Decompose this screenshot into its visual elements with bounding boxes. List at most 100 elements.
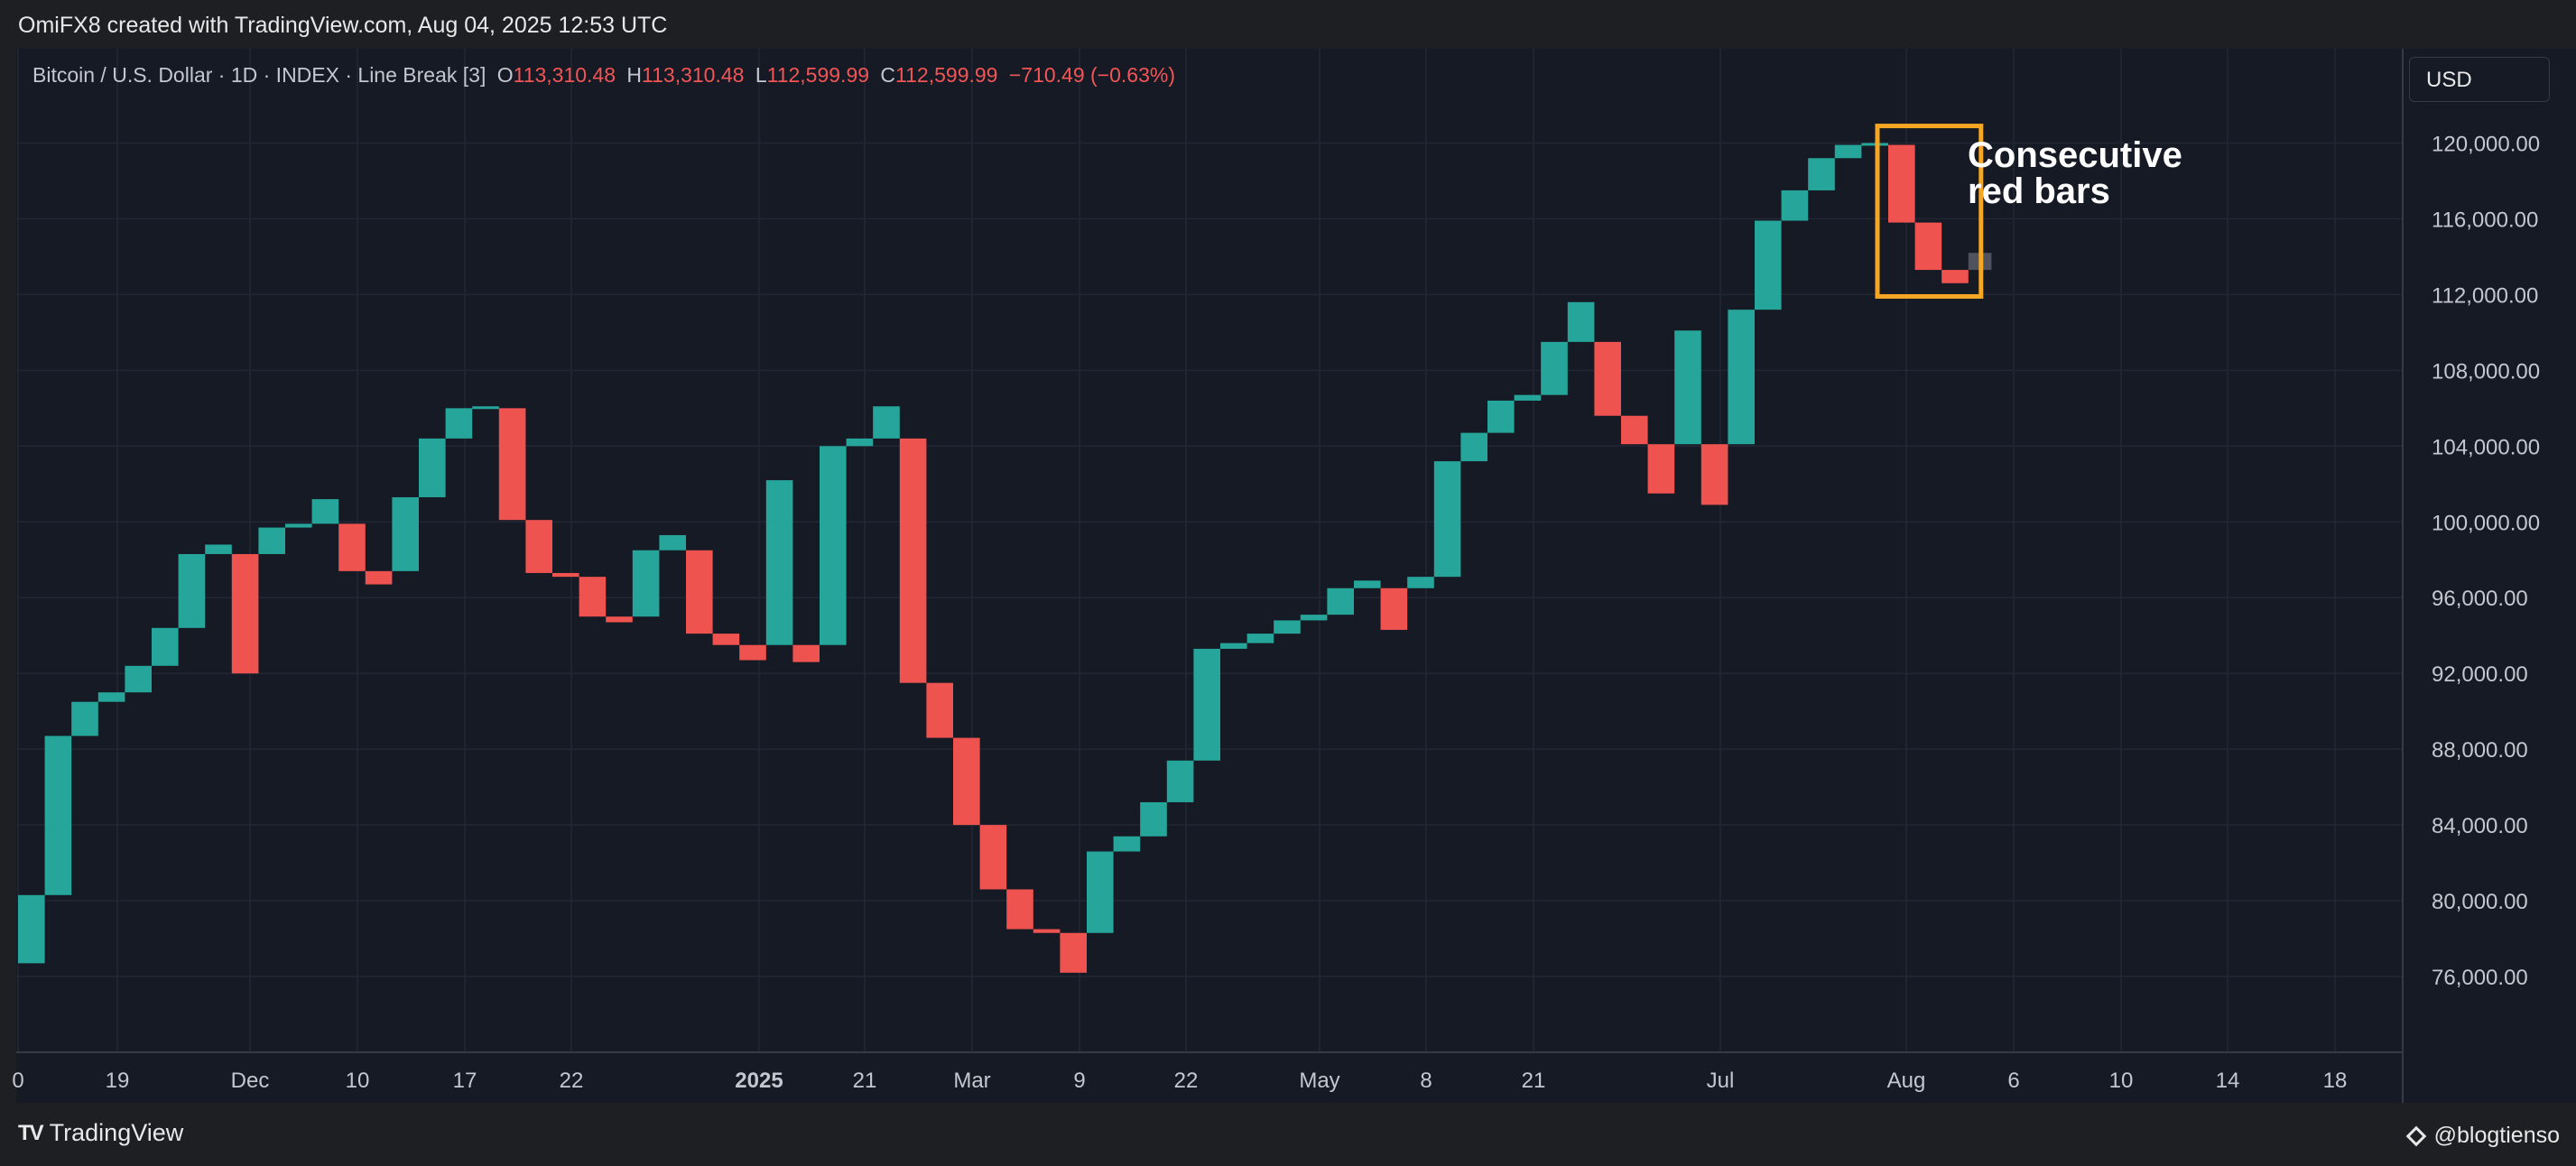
diamond-icon — [2405, 1125, 2426, 1146]
up-bar — [659, 534, 686, 551]
high-label: H — [626, 63, 643, 87]
x-tick-label: Dec — [231, 1069, 270, 1093]
open-label: O — [496, 63, 514, 87]
up-bar — [1674, 330, 1701, 445]
price-axis: 76,000.00 80,000.00 84,000.00 88,000.00 92,0… — [2432, 132, 2540, 990]
axis-borders — [16, 49, 2404, 1103]
x-tick-label: 19 — [106, 1069, 130, 1093]
up-bar — [632, 550, 660, 617]
up-bar — [1246, 634, 1274, 643]
symbol-legend: Bitcoin / U.S. Dollar · 1D · INDEX · Lin… — [32, 63, 1175, 88]
up-bar — [1781, 190, 1809, 221]
up-bar — [1541, 341, 1568, 395]
up-bar — [1166, 760, 1194, 802]
down-bar — [1621, 415, 1648, 445]
down-bar — [525, 520, 552, 573]
down-bar — [1060, 932, 1087, 973]
up-bar — [1808, 158, 1835, 190]
up-bar — [445, 408, 473, 439]
up-bar — [152, 627, 179, 666]
up-bar — [1274, 620, 1301, 634]
down-bar — [1647, 444, 1675, 494]
up-bar — [1354, 580, 1381, 588]
tradingview-logo-icon: TV — [18, 1120, 44, 1145]
down-bar — [606, 616, 633, 623]
x-tick-label: 22 — [1174, 1069, 1199, 1093]
y-tick-label: 80,000.00 — [2432, 890, 2528, 914]
up-bar — [392, 496, 419, 571]
x-tick-label: 2025 — [735, 1069, 783, 1093]
time-axis: 0 19 Dec 10 17 22 2025 21 Mar 9 22 May 8 21 Jul Aug 6 10 1… — [12, 1069, 2347, 1093]
symbol-name: Bitcoin / U.S. Dollar · 1D · INDEX · Lin… — [32, 63, 486, 87]
down-bar — [979, 825, 1007, 890]
down-bar — [579, 577, 607, 617]
down-bar — [338, 523, 366, 571]
x-tick-label: Jul — [1707, 1069, 1735, 1093]
y-tick-label: 76,000.00 — [2432, 966, 2528, 990]
low-label: L — [755, 63, 767, 87]
author-credit[interactable]: @blogtienso — [2405, 1123, 2560, 1149]
down-bar — [231, 553, 259, 674]
down-bar — [686, 550, 713, 634]
change-value: −710.49 (−0.63%) — [1008, 63, 1175, 87]
up-bar — [1407, 577, 1434, 588]
up-bar — [311, 499, 339, 524]
open-value: 113,310.48 — [513, 63, 616, 87]
up-bar — [205, 544, 232, 554]
up-bar — [1140, 801, 1167, 837]
up-bar — [1728, 310, 1755, 445]
up-bar — [258, 527, 285, 554]
y-tick-label: 96,000.00 — [2432, 587, 2528, 611]
y-tick-label: 112,000.00 — [2432, 283, 2538, 308]
currency-button[interactable]: USD — [2409, 57, 2550, 102]
down-bar — [899, 438, 927, 683]
y-tick-label: 104,000.00 — [2432, 435, 2540, 459]
brand-name: TradingView — [49, 1119, 184, 1146]
down-bar — [712, 634, 740, 645]
x-tick-label: May — [1299, 1069, 1339, 1093]
highlight-box — [1875, 124, 1984, 299]
up-bar — [1567, 301, 1595, 342]
up-bar — [1755, 220, 1782, 310]
close-value: 112,599.99 — [895, 63, 998, 87]
y-tick-label: 92,000.00 — [2432, 662, 2528, 687]
author-name: @blogtienso — [2433, 1123, 2560, 1148]
x-tick-label: 17 — [453, 1069, 477, 1093]
up-bar — [419, 438, 446, 497]
up-bar — [765, 480, 793, 645]
up-bar — [125, 665, 152, 693]
down-bar — [365, 570, 393, 585]
down-bar — [1941, 270, 1969, 283]
down-bar — [792, 644, 820, 662]
up-bar — [97, 692, 125, 702]
x-tick-label: 22 — [560, 1069, 584, 1093]
down-bar — [953, 737, 980, 826]
down-bar — [1006, 889, 1033, 930]
y-tick-label: 88,000.00 — [2432, 738, 2528, 763]
x-tick-label: 6 — [2007, 1069, 2019, 1093]
up-bar — [18, 894, 45, 964]
y-tick-label: 84,000.00 — [2432, 814, 2528, 838]
up-bar — [472, 406, 499, 410]
annotation-line-2: red bars — [1968, 171, 2110, 211]
up-bar — [1834, 144, 1862, 159]
down-bar — [1033, 929, 1061, 933]
up-bar — [1193, 648, 1220, 761]
x-tick-label: 0 — [12, 1069, 23, 1093]
up-bar — [846, 438, 874, 447]
bottom-bar: TV TradingView @blogtienso — [0, 1103, 2576, 1166]
up-bar — [1220, 643, 1247, 649]
up-bar — [1113, 836, 1141, 852]
up-bar — [820, 446, 847, 645]
annotation-line-1: Consecutive — [1968, 135, 2182, 175]
tradingview-brand[interactable]: TV TradingView — [18, 1119, 183, 1147]
up-bar — [285, 523, 312, 528]
down-bar — [1700, 444, 1728, 505]
highlight-layer — [1875, 124, 1984, 299]
x-tick-label: 21 — [1522, 1069, 1546, 1093]
chart-pane[interactable] — [16, 49, 2576, 1103]
up-bar — [1487, 400, 1515, 433]
high-value: 113,310.48 — [642, 63, 745, 87]
x-tick-label: Aug — [1887, 1069, 1926, 1093]
